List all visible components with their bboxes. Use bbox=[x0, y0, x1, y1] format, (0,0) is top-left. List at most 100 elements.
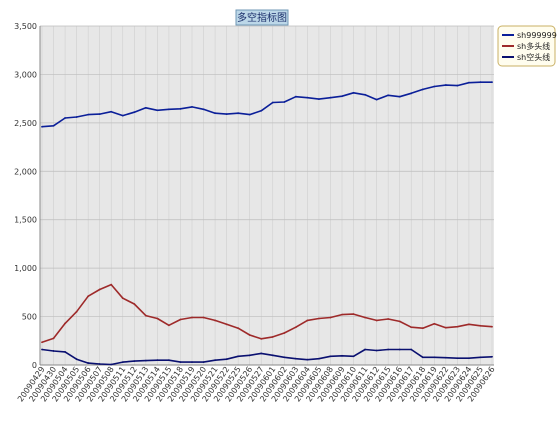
data-point bbox=[75, 358, 78, 361]
data-point bbox=[271, 101, 274, 104]
data-point bbox=[75, 116, 78, 118]
data-point bbox=[168, 324, 170, 327]
data-point bbox=[248, 334, 251, 336]
data-point bbox=[318, 357, 320, 360]
data-point bbox=[214, 359, 216, 362]
y-tick-label: 3,000 bbox=[14, 70, 37, 79]
data-point bbox=[179, 107, 182, 110]
y-tick-label: 0 bbox=[32, 361, 37, 370]
data-point bbox=[375, 98, 378, 101]
data-point bbox=[468, 323, 470, 326]
data-point bbox=[156, 359, 159, 362]
data-point bbox=[479, 356, 482, 359]
data-point bbox=[398, 348, 401, 351]
data-point bbox=[191, 361, 193, 363]
data-point bbox=[248, 113, 251, 116]
y-tick-label: 500 bbox=[22, 313, 37, 322]
data-point bbox=[306, 96, 309, 99]
data-point bbox=[168, 108, 170, 111]
chart-title-background bbox=[235, 9, 289, 26]
data-point bbox=[110, 110, 113, 113]
data-point bbox=[410, 348, 413, 351]
data-point bbox=[387, 348, 390, 351]
data-point bbox=[318, 317, 320, 320]
legend-label: sh999999 bbox=[517, 31, 557, 40]
data-point bbox=[225, 113, 228, 116]
y-tick-label: 1,500 bbox=[14, 216, 37, 225]
data-point bbox=[398, 95, 401, 98]
data-point bbox=[387, 94, 390, 97]
series-lines bbox=[41, 81, 493, 366]
data-point bbox=[271, 336, 274, 338]
data-point bbox=[456, 357, 459, 360]
data-point bbox=[260, 352, 263, 355]
data-point bbox=[98, 363, 101, 365]
data-point bbox=[468, 81, 470, 84]
data-point bbox=[433, 322, 436, 325]
data-point bbox=[352, 355, 355, 358]
axes: 05001,0001,5002,0002,5003,0003,500200904… bbox=[14, 22, 497, 404]
data-point bbox=[179, 318, 182, 321]
data-point bbox=[168, 359, 170, 362]
data-point bbox=[479, 324, 482, 327]
data-point bbox=[202, 316, 205, 319]
data-point bbox=[260, 337, 263, 340]
data-point bbox=[271, 354, 274, 357]
data-point bbox=[433, 356, 436, 359]
data-point bbox=[329, 316, 332, 319]
data-point bbox=[306, 358, 309, 361]
data-point bbox=[121, 114, 124, 117]
data-point bbox=[98, 288, 101, 291]
data-point bbox=[87, 113, 90, 116]
data-point bbox=[248, 354, 251, 357]
data-point bbox=[225, 358, 228, 361]
data-point bbox=[456, 325, 459, 328]
data-point bbox=[491, 355, 493, 358]
data-point bbox=[64, 322, 66, 325]
data-point bbox=[225, 323, 228, 326]
data-point bbox=[144, 359, 147, 362]
y-tick-label: 2,500 bbox=[14, 119, 37, 128]
data-point bbox=[179, 361, 182, 363]
data-point bbox=[87, 295, 90, 298]
y-tick-label: 3,500 bbox=[14, 22, 37, 31]
data-point bbox=[121, 297, 124, 300]
data-point bbox=[133, 303, 136, 305]
data-point bbox=[479, 81, 482, 84]
chart-title-box: 多空指标图 bbox=[235, 9, 289, 26]
data-point bbox=[214, 319, 216, 322]
data-point bbox=[294, 357, 297, 360]
data-point bbox=[329, 96, 332, 99]
data-point bbox=[41, 125, 43, 128]
data-point bbox=[214, 112, 216, 115]
data-point bbox=[283, 101, 286, 103]
data-point bbox=[364, 93, 366, 96]
data-point bbox=[52, 124, 55, 127]
data-point bbox=[75, 310, 78, 313]
data-point bbox=[52, 337, 55, 340]
data-point bbox=[341, 95, 343, 98]
data-point bbox=[456, 84, 459, 87]
data-point bbox=[294, 326, 297, 329]
data-point bbox=[398, 320, 401, 323]
data-point bbox=[410, 326, 413, 329]
data-point bbox=[433, 85, 436, 88]
data-point bbox=[144, 106, 147, 109]
data-point bbox=[52, 350, 55, 352]
data-point bbox=[133, 111, 136, 114]
data-point bbox=[237, 355, 240, 358]
data-point bbox=[156, 109, 159, 112]
data-point bbox=[110, 363, 113, 366]
chart-title: 多空指标图 bbox=[237, 11, 287, 24]
y-tick-label: 2,000 bbox=[14, 167, 37, 176]
grid-lines bbox=[40, 25, 494, 366]
data-point bbox=[202, 108, 205, 111]
data-point bbox=[156, 317, 159, 320]
data-point bbox=[144, 314, 147, 317]
series-line bbox=[41, 283, 493, 343]
data-point bbox=[387, 318, 390, 320]
series-line bbox=[41, 348, 493, 366]
data-point bbox=[341, 354, 343, 357]
data-point bbox=[64, 117, 66, 119]
